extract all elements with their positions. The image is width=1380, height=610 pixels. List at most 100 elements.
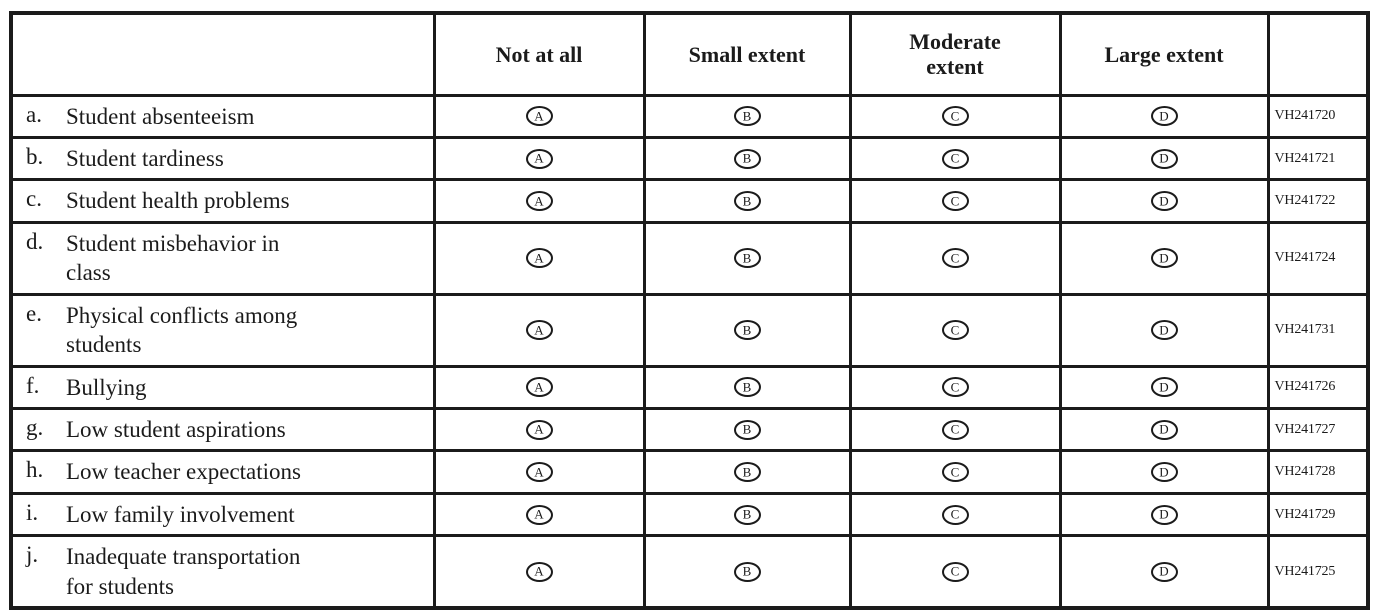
option-bubble-b[interactable]: B <box>733 504 761 525</box>
option-bubble-letter: C <box>950 379 960 395</box>
option-bubble-b[interactable]: B <box>733 320 761 341</box>
item-label: Inadequate transportation for students <box>66 544 301 599</box>
option-bubble-c[interactable]: C <box>941 320 969 341</box>
item-label: Bullying <box>66 374 147 400</box>
option-bubble-c[interactable]: C <box>941 248 969 269</box>
option-cell: C <box>848 449 1062 495</box>
item-code: VH241731 <box>1274 322 1336 338</box>
option-bubble-b[interactable]: B <box>733 561 761 582</box>
option-bubble-d[interactable]: D <box>1150 248 1178 269</box>
option-bubble-a[interactable]: A <box>525 148 553 169</box>
option-bubble-b[interactable]: B <box>733 377 761 398</box>
option-bubble-c[interactable]: C <box>941 148 969 169</box>
option-cell: A <box>432 449 646 495</box>
option-bubble-b[interactable]: B <box>733 248 761 269</box>
option-cell: C <box>848 491 1062 538</box>
option-bubble-b[interactable]: B <box>733 148 761 169</box>
header-moderate-extent: Moderate extent <box>848 11 1062 97</box>
header-large-extent: Large extent <box>1058 11 1270 97</box>
option-cell: D <box>1058 491 1270 538</box>
option-cell: D <box>1058 364 1270 411</box>
option-bubble-letter: B <box>742 108 752 124</box>
option-cell: A <box>432 364 646 411</box>
option-bubble-b[interactable]: B <box>733 419 761 440</box>
option-bubble-d[interactable]: D <box>1150 462 1178 483</box>
item-cell: a. Student absenteeism <box>9 93 436 139</box>
item-cell: g. Low student aspirations <box>9 406 436 453</box>
option-bubble-letter: D <box>1159 108 1169 124</box>
table-row: f. Bullying A B C D VH241726 <box>9 364 1370 411</box>
option-bubble-a[interactable]: A <box>525 320 553 341</box>
option-bubble-a[interactable]: A <box>525 191 553 212</box>
option-cell: B <box>642 135 852 182</box>
option-bubble-b[interactable]: B <box>733 191 761 212</box>
option-bubble-letter: D <box>1159 464 1169 480</box>
option-cell: B <box>642 534 852 610</box>
option-bubble-d[interactable]: D <box>1150 320 1178 341</box>
option-bubble-a[interactable]: A <box>525 106 553 127</box>
option-bubble-d[interactable]: D <box>1150 148 1178 169</box>
item-letter: h. <box>26 457 44 483</box>
option-cell: D <box>1058 220 1270 296</box>
table-row: h. Low teacher expectations A B C D VH24… <box>9 449 1370 495</box>
item-cell: j. Inadequate transportation for student… <box>9 534 436 610</box>
option-bubble-d[interactable]: D <box>1150 377 1178 398</box>
option-bubble-letter: B <box>742 379 752 395</box>
option-bubble-c[interactable]: C <box>941 377 969 398</box>
header-small-extent: Small extent <box>642 11 852 97</box>
table-row: i. Low family involvement A B C D VH2417… <box>9 491 1370 538</box>
option-cell: C <box>848 406 1062 453</box>
option-bubble-c[interactable]: C <box>941 462 969 483</box>
option-bubble-letter: D <box>1159 379 1169 395</box>
option-bubble-b[interactable]: B <box>733 462 761 483</box>
option-bubble-letter: C <box>950 108 960 124</box>
option-bubble-a[interactable]: A <box>525 248 553 269</box>
option-bubble-letter: A <box>534 193 544 209</box>
option-bubble-d[interactable]: D <box>1150 106 1178 127</box>
option-bubble-d[interactable]: D <box>1150 504 1178 525</box>
option-bubble-letter: D <box>1159 506 1169 522</box>
option-bubble-d[interactable]: D <box>1150 561 1178 582</box>
item-code: VH241720 <box>1274 108 1336 124</box>
item-letter: f. <box>26 372 40 398</box>
option-bubble-a[interactable]: A <box>525 561 553 582</box>
option-cell: D <box>1058 292 1270 368</box>
option-bubble-a[interactable]: A <box>525 462 553 483</box>
option-bubble-letter: C <box>950 250 960 266</box>
item-letter: g. <box>26 415 44 440</box>
item-code: VH241729 <box>1274 506 1336 522</box>
option-cell: D <box>1058 93 1270 139</box>
option-bubble-letter: C <box>950 193 960 209</box>
option-cell: B <box>642 491 852 538</box>
option-bubble-b[interactable]: B <box>733 106 761 127</box>
option-bubble-a[interactable]: A <box>525 504 553 525</box>
option-bubble-d[interactable]: D <box>1150 191 1178 212</box>
option-cell: B <box>642 178 852 224</box>
header-not-at-all: Not at all <box>432 11 646 97</box>
item-cell: f. Bullying <box>9 364 436 411</box>
option-cell: C <box>848 178 1062 224</box>
item-letter: c. <box>26 186 42 212</box>
option-bubble-c[interactable]: C <box>941 504 969 525</box>
option-bubble-letter: A <box>534 250 544 266</box>
option-bubble-letter: C <box>950 506 960 522</box>
item-letter: b. <box>26 143 44 169</box>
option-cell: D <box>1058 406 1270 453</box>
option-bubble-d[interactable]: D <box>1150 419 1178 440</box>
option-bubble-a[interactable]: A <box>525 377 553 398</box>
option-bubble-a[interactable]: A <box>525 419 553 440</box>
option-bubble-letter: C <box>950 322 960 338</box>
item-code: VH241725 <box>1274 563 1336 579</box>
option-bubble-letter: D <box>1159 322 1169 338</box>
option-bubble-c[interactable]: C <box>941 106 969 127</box>
option-bubble-c[interactable]: C <box>941 191 969 212</box>
option-bubble-letter: B <box>742 464 752 480</box>
option-bubble-c[interactable]: C <box>941 561 969 582</box>
option-cell: B <box>642 364 852 411</box>
table-row: g. Low student aspirations A B C D VH241… <box>9 406 1370 453</box>
option-cell: B <box>642 220 852 296</box>
option-bubble-c[interactable]: C <box>941 419 969 440</box>
item-cell: i. Low family involvement <box>9 491 436 538</box>
table-row: d. Student misbehavior in class A B C D … <box>9 220 1370 296</box>
